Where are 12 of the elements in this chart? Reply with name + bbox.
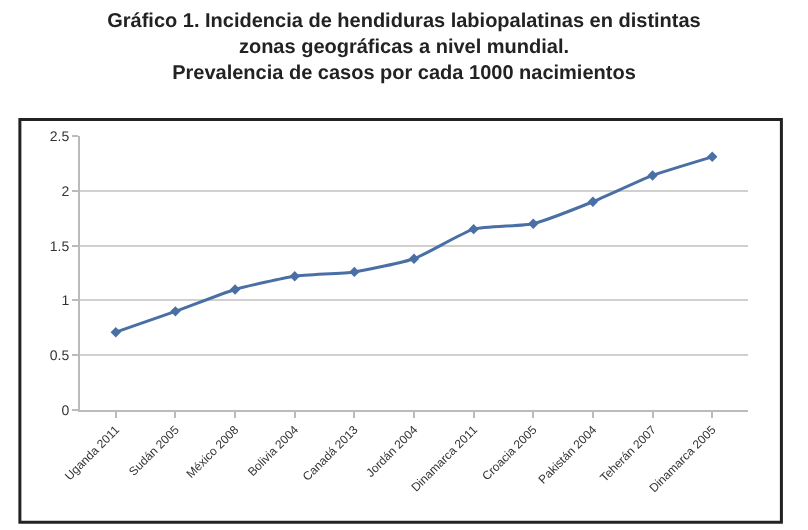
point: [528, 218, 539, 229]
point: [647, 170, 658, 181]
point: [170, 306, 181, 317]
point: [408, 253, 420, 264]
point: [587, 196, 599, 207]
point: [468, 223, 479, 235]
chart-title: Gráfico 1. Incidencia de hendiduras labiopalatinas en distintas zonas geográficas a nivel mundial. Prevalencia de casos por cada 1000 nacimientos: [107, 10, 702, 85]
point: [349, 266, 360, 278]
point: [707, 151, 718, 163]
point: [289, 271, 300, 282]
point: [110, 326, 121, 338]
point: [229, 284, 241, 295]
